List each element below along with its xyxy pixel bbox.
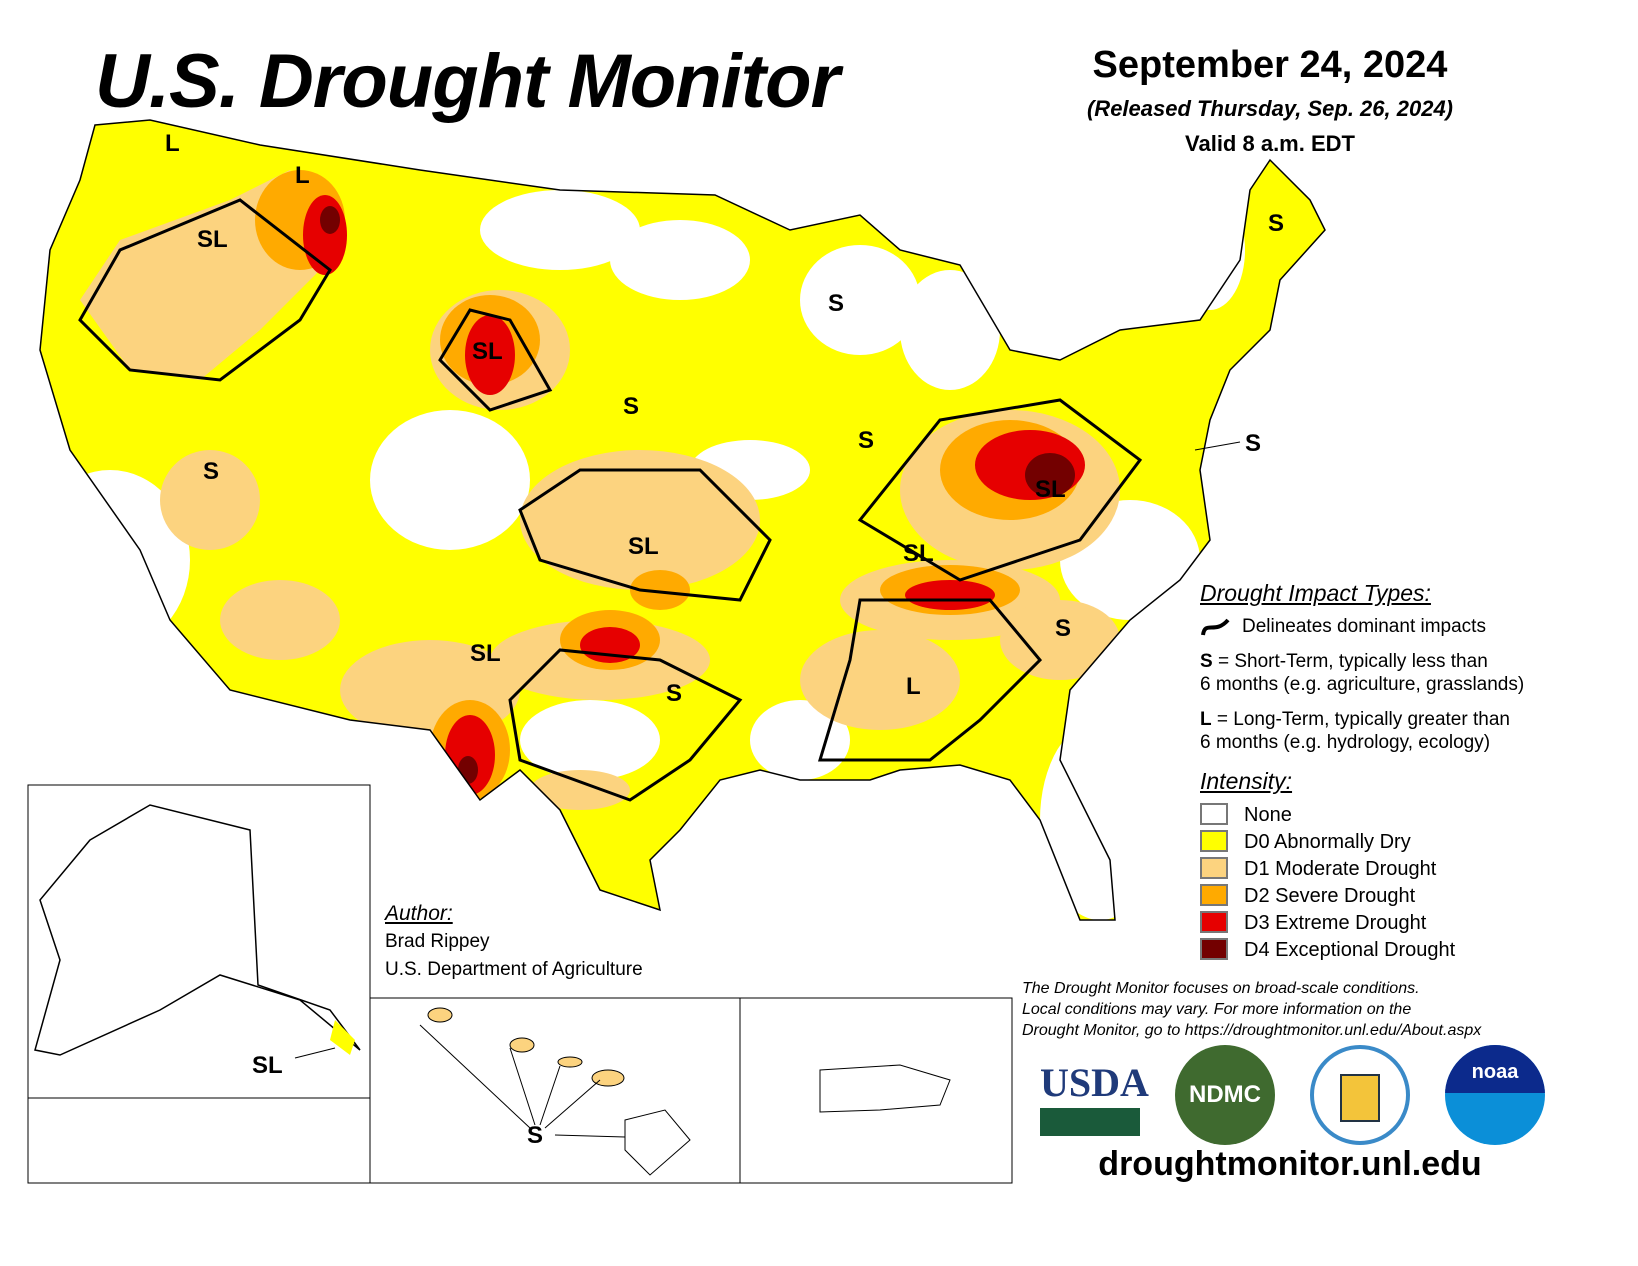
intensity-item: D0 Abnormally Dry xyxy=(1200,830,1630,857)
impact-label: S xyxy=(1055,615,1072,642)
usda-logo-text: USDA xyxy=(1040,1060,1149,1105)
hawaii-islands xyxy=(427,1007,691,1176)
intensity-label: None xyxy=(1244,804,1292,826)
author-name: Brad Rippey xyxy=(385,931,490,952)
short-term-row: S = Short-Term, typically less than 6 mon… xyxy=(1200,650,1630,696)
impact-label: SL xyxy=(628,533,659,560)
intensity-swatch xyxy=(1200,803,1228,825)
long-text: = Long-Term, typically greater than xyxy=(1211,709,1510,730)
short-key: S xyxy=(1200,651,1213,672)
intensity-label: D4 Exceptional Drought xyxy=(1244,939,1456,961)
conus-outline xyxy=(39,119,1326,921)
hawaii-label-leaders xyxy=(294,441,1241,1138)
disclaimer-line: Local conditions may vary. For more info… xyxy=(1022,1001,1412,1018)
seal-shield xyxy=(1340,1074,1380,1122)
delineates-text: Delineates dominant impacts xyxy=(1242,616,1486,637)
impact-label: S xyxy=(203,458,220,485)
long-term-row: L = Long-Term, typically greater than 6 m… xyxy=(1200,708,1630,754)
intensity-swatch xyxy=(1200,938,1228,960)
boundary-line-icon xyxy=(1201,618,1230,636)
impact-label: L xyxy=(906,673,921,700)
impact-label: SL xyxy=(470,640,501,667)
website-url[interactable]: droughtmonitor.unl.edu xyxy=(1098,1145,1482,1183)
intensity-item: D1 Moderate Drought xyxy=(1200,857,1630,884)
intensity-swatch xyxy=(1200,911,1228,933)
ndmc-logo-text: NDMC xyxy=(1189,1081,1261,1108)
intensity-heading: Intensity: xyxy=(1200,768,1293,794)
department-of-commerce-seal xyxy=(1310,1045,1410,1145)
noaa-logo: NOAA xyxy=(1445,1045,1545,1145)
intensity-label: D2 Severe Drought xyxy=(1244,885,1416,907)
impact-label: S xyxy=(666,680,683,707)
impact-label: S xyxy=(828,290,845,317)
valid-time: Valid 8 a.m. EDT xyxy=(1185,131,1355,156)
inset-frames xyxy=(27,784,1013,1184)
impact-label: L xyxy=(295,162,310,189)
intensity-list: None D0 Abnormally Dry D1 Moderate Drought… xyxy=(1200,803,1630,965)
legend: Drought Impact Types: Delineates dominan… xyxy=(1200,580,1630,965)
intensity-label: D0 Abnormally Dry xyxy=(1244,831,1411,853)
disclaimer: The Drought Monitor focuses on broad-sca… xyxy=(1022,978,1582,1041)
impact-label: S xyxy=(858,427,875,454)
intensity-label: D3 Extreme Drought xyxy=(1244,912,1427,934)
impact-label: S xyxy=(1268,210,1285,237)
impact-boundaries xyxy=(78,198,1143,802)
long-text-2: 6 months (e.g. hydrology, ecology) xyxy=(1200,732,1491,753)
ndmc-logo: NDMC xyxy=(1175,1045,1275,1145)
intensity-item: D2 Severe Drought xyxy=(1200,884,1630,911)
author-block: Author: Brad Rippey U.S. Department of A… xyxy=(385,900,643,984)
usda-logo: USDA xyxy=(1040,1045,1149,1145)
release-date: (Released Thursday, Sep. 26, 2024) xyxy=(1086,96,1454,121)
impact-label: S xyxy=(527,1122,544,1149)
intensity-item: None xyxy=(1200,803,1630,830)
long-key: L xyxy=(1200,709,1212,730)
alaska-panhandle-d0 xyxy=(330,1020,355,1055)
short-text-2: 6 months (e.g. agriculture, grasslands) xyxy=(1200,674,1525,695)
impact-label: SL xyxy=(197,226,228,253)
disclaimer-line: The Drought Monitor focuses on broad-sca… xyxy=(1022,980,1420,997)
map-title: U.S. Drought Monitor xyxy=(95,39,840,124)
impact-label: S xyxy=(1245,430,1262,457)
intensity-item: D3 Extreme Drought xyxy=(1200,911,1630,938)
impact-label: L xyxy=(165,130,180,157)
intensity-label: D1 Moderate Drought xyxy=(1244,858,1437,880)
intensity-swatch xyxy=(1200,884,1228,906)
intensity-swatch xyxy=(1200,830,1228,852)
delineates-row: Delineates dominant impacts xyxy=(1200,615,1630,638)
impact-label: SL xyxy=(472,338,503,365)
author-org: U.S. Department of Agriculture xyxy=(385,959,643,980)
impact-label: SL xyxy=(1035,476,1066,503)
author-heading: Author: xyxy=(385,902,453,925)
impact-types-heading: Drought Impact Types: xyxy=(1200,580,1431,606)
disclaimer-line: Drought Monitor, go to https://droughtmo… xyxy=(1022,1022,1482,1039)
d4-areas xyxy=(320,206,1075,784)
intensity-item: D4 Exceptional Drought xyxy=(1200,938,1630,965)
impact-label: S xyxy=(623,393,640,420)
puerto-rico-outline xyxy=(819,1064,951,1113)
short-text: = Short-Term, typically less than xyxy=(1212,651,1488,672)
usda-logo-field xyxy=(1040,1108,1140,1136)
impact-label: SL xyxy=(903,540,934,567)
impact-label: SL xyxy=(252,1052,283,1079)
alaska-outline xyxy=(34,804,361,1056)
intensity-swatch xyxy=(1200,857,1228,879)
map-date: September 24, 2024 xyxy=(1092,44,1448,86)
